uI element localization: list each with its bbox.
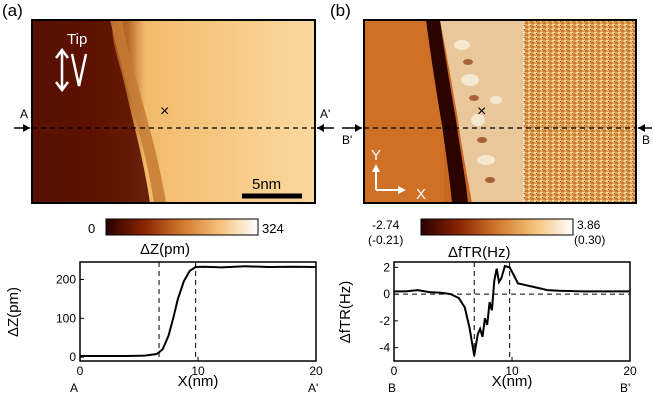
plot-a-xlabel: X(nm) (178, 373, 219, 390)
panel-a-image (31, 19, 316, 204)
tip-label: Tip (67, 31, 87, 48)
x-tick-label: 10 (191, 364, 205, 378)
colorbar-a-max: 324 (262, 221, 284, 236)
plot-b-ylabel: ΔfTR(Hz) (337, 281, 354, 344)
plot-b-x-end: B' (620, 381, 630, 395)
x-tick-label: 0 (391, 364, 398, 378)
x-tick-label: 20 (309, 364, 323, 378)
series-line (394, 264, 630, 356)
x-tick-label: 20 (623, 364, 637, 378)
colorbar-a-min: 0 (88, 221, 95, 236)
marker-b-left: B' (342, 133, 352, 147)
y-tick-label: -4 (379, 341, 390, 355)
y-tick-label: 200 (56, 272, 76, 286)
series-line (80, 265, 317, 357)
marker-b-right: B (642, 133, 650, 147)
plot-a-x-end: A' (308, 381, 318, 395)
plot-a-ylabel: ΔZ(pm) (5, 287, 22, 337)
cross-marker-a: × (160, 103, 169, 120)
tip-arrow-icon (55, 47, 88, 93)
y-tick-label: 0 (383, 287, 390, 301)
x-tick-label: 10 (505, 364, 519, 378)
axis-x-label: X (416, 186, 426, 203)
y-tick-label: 0 (69, 350, 76, 364)
colorbar-a-title: ΔZ(pm) (140, 241, 190, 258)
y-tick-label: -2 (379, 314, 390, 328)
colorbar-b-min-sub: (-0.21) (368, 233, 403, 247)
arrow-left-icon (638, 124, 652, 132)
colorbar-b (420, 218, 574, 236)
marker-a-left: A (20, 107, 28, 121)
panel-a-label: (a) (2, 1, 23, 20)
colorbar-b-max-sub: (0.30) (574, 233, 605, 247)
xy-axes-icon (372, 164, 406, 194)
colorbar-a (105, 218, 259, 236)
y-tick-label: 2 (383, 260, 390, 274)
plot-b-x-start: B (388, 381, 396, 395)
y-tick-label: 100 (56, 311, 76, 325)
plot-b-xlabel: X(nm) (492, 373, 533, 390)
marker-a-right: A' (320, 107, 330, 121)
scale-bar-label: 5nm (252, 176, 281, 193)
colorbar-b-title: ΔfTR(Hz) (448, 244, 511, 261)
colorbar-b-min: -2.74 (372, 218, 400, 232)
x-tick-label: 0 (77, 364, 84, 378)
colorbar-b-max: 3.86 (577, 218, 601, 232)
arrow-right-icon (342, 124, 362, 132)
axis-y-label: Y (371, 147, 381, 164)
arrow-left-icon (317, 124, 334, 132)
cross-marker-b: × (477, 103, 486, 120)
plot-a-frame (79, 261, 317, 362)
arrow-right-icon (14, 124, 30, 132)
panel-b-image (363, 19, 637, 204)
plot-a-x-start: A (70, 381, 78, 395)
plot-b-frame (393, 261, 631, 362)
panel-b-label: (b) (330, 1, 351, 20)
